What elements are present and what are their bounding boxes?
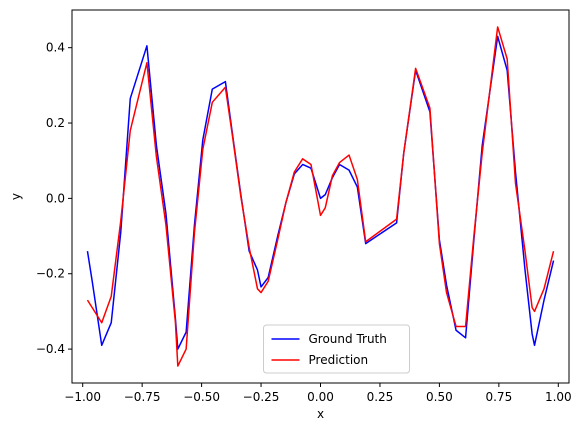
y-tick-label: 0.2: [46, 116, 65, 130]
x-tick-label: 0.00: [307, 390, 334, 404]
legend-label: Prediction: [309, 353, 369, 367]
series-line-ground-truth: [86, 35, 555, 350]
legend-box: [263, 324, 410, 374]
y-tick-label: 0.4: [46, 41, 65, 55]
x-axis-label: x: [317, 407, 324, 421]
x-tick-label: 0.25: [367, 390, 394, 404]
y-tick-label: −0.2: [36, 267, 65, 281]
x-tick-label: 1.00: [545, 390, 572, 404]
series-line-prediction: [86, 26, 555, 367]
legend-label: Ground Truth: [309, 332, 387, 346]
y-axis: −0.4 −0.2 0.0 0.2 0.4: [36, 41, 72, 356]
x-tick-label: −0.25: [243, 390, 280, 404]
plot-area: [86, 26, 555, 367]
x-tick-label: 0.50: [426, 390, 453, 404]
y-tick-label: 0.0: [46, 191, 65, 205]
y-tick-label: −0.4: [36, 342, 65, 356]
legend: Ground Truth Prediction: [263, 324, 410, 374]
x-tick-label: 0.75: [485, 390, 512, 404]
x-tick-label: −0.75: [124, 390, 161, 404]
x-tick-label: −1.00: [64, 390, 101, 404]
x-tick-label: −0.50: [183, 390, 220, 404]
y-axis-label: y: [9, 193, 23, 200]
x-axis: −1.00 −0.75 −0.50 −0.25 0.00 0.25 0.50 0.75 1.00: [64, 383, 572, 404]
